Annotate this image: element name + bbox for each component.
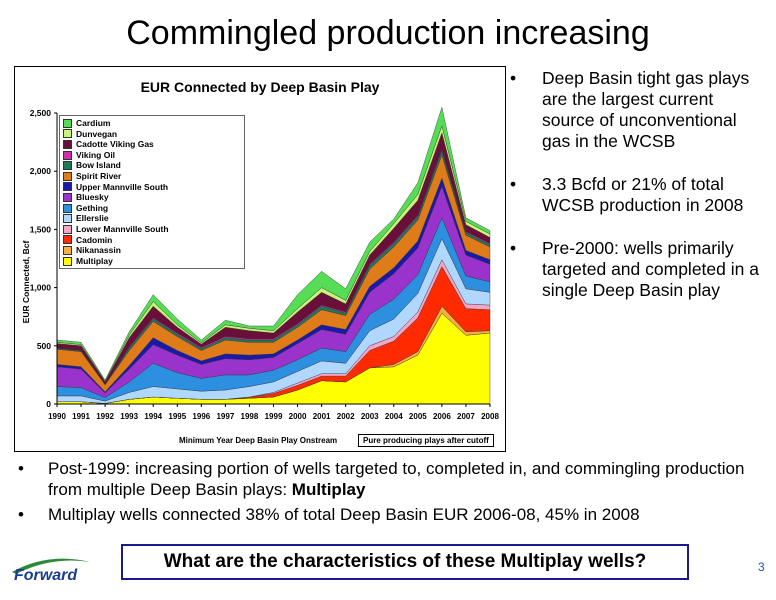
x-tick-label: 2003 bbox=[361, 412, 379, 421]
bullet-bold-text: Multiplay bbox=[291, 480, 366, 499]
legend-label: Bow Island bbox=[76, 160, 121, 171]
right-bullet: • 3.3 Bcfd or 21% of total WCSB producti… bbox=[510, 174, 768, 216]
legend-entry: Cadotte Viking Gas bbox=[63, 139, 241, 150]
chart-note: Pure producing plays after cutoff bbox=[358, 434, 494, 447]
y-tick-label: 500 bbox=[37, 341, 51, 351]
legend-label: Cardium bbox=[76, 118, 111, 128]
x-tick-label: 1996 bbox=[192, 412, 210, 421]
bullet-glyph: • bbox=[510, 68, 517, 88]
legend-entry: Lower Mannville South bbox=[63, 224, 241, 235]
x-tick-label: 1995 bbox=[168, 412, 186, 421]
x-tick-label: 1992 bbox=[96, 412, 114, 421]
chart-title: EUR Connected by Deep Basin Play bbox=[140, 79, 380, 95]
legend-swatch bbox=[63, 214, 72, 224]
legend-entry: Spirit River bbox=[63, 171, 241, 182]
legend-swatch bbox=[63, 245, 72, 255]
bullet-glyph: • bbox=[510, 238, 517, 258]
legend-swatch bbox=[63, 171, 72, 181]
bullet-text: Multiplay wells connected 38% of total D… bbox=[48, 505, 640, 524]
right-bullet-list: • Deep Basin tight gas plays are the lar… bbox=[510, 68, 768, 323]
legend-swatch bbox=[63, 118, 72, 128]
legend-entry: Cadomin bbox=[63, 235, 241, 246]
legend-entry: Gething bbox=[63, 203, 241, 214]
x-tick-label: 1991 bbox=[72, 412, 90, 421]
legend-label: Upper Mannville South bbox=[76, 181, 169, 192]
x-axis-label: Minimum Year Deep Basin Play Onstream bbox=[179, 436, 338, 445]
legend-entry: Dunvegan bbox=[63, 129, 241, 140]
slide-title: Commingled production increasing bbox=[126, 14, 650, 52]
x-tick-label: 2005 bbox=[409, 412, 427, 421]
legend-entry: Viking Oil bbox=[63, 150, 241, 161]
question-box: What are the characteristics of these Mu… bbox=[121, 544, 689, 580]
x-tick-label: 2002 bbox=[337, 412, 355, 421]
legend-swatch bbox=[63, 150, 72, 160]
legend-entry: Ellerslie bbox=[63, 213, 241, 224]
bullet-text: Post-1999: increasing portion of wells t… bbox=[48, 458, 768, 500]
legend-entry: Upper Mannville South bbox=[63, 182, 241, 193]
legend-entry: Cardium bbox=[63, 118, 241, 129]
x-tick-label: 2004 bbox=[385, 412, 403, 421]
legend-label: Lower Mannville South bbox=[76, 223, 169, 234]
bullet-glyph: • bbox=[510, 174, 517, 194]
y-tick-label: 2,000 bbox=[30, 166, 52, 176]
x-tick-label: 2007 bbox=[457, 412, 475, 421]
bullet-glyph: • bbox=[18, 505, 24, 524]
right-bullet: • Pre-2000: wells primarily targeted and… bbox=[510, 238, 768, 301]
eur-stacked-area-chart: 0 500 1,000 1,500 2,000 2,500 1990 1991 1992 1993… bbox=[30, 106, 499, 421]
legend-label: Dunvegan bbox=[76, 128, 118, 139]
bottom-bullet: • Post-1999: increasing portion of wells… bbox=[18, 458, 768, 500]
legend-swatch bbox=[63, 182, 72, 192]
bullet-glyph: • bbox=[18, 459, 24, 478]
legend-entry: Nikanassin bbox=[63, 245, 241, 256]
bullet-plain-text: Post-1999: increasing portion of wells t… bbox=[48, 459, 745, 499]
chart-panel: 0 500 1,000 1,500 2,000 2,500 1990 1991 1992 1993… bbox=[14, 66, 506, 452]
x-tick-label: 1993 bbox=[120, 412, 138, 421]
y-tick-label: 0 bbox=[46, 399, 51, 409]
bottom-bullet-list: • Post-1999: increasing portion of wells… bbox=[18, 458, 768, 529]
y-tick-label: 1,000 bbox=[30, 283, 52, 293]
legend-swatch bbox=[63, 161, 72, 171]
x-tick-label: 2006 bbox=[433, 412, 451, 421]
legend-label: Gething bbox=[76, 202, 109, 213]
bullet-text: Deep Basin tight gas plays are the large… bbox=[542, 68, 750, 151]
bottom-bullet: • Multiplay wells connected 38% of total… bbox=[18, 504, 768, 525]
area-cardium bbox=[56, 106, 491, 382]
legend-entry: Multiplay bbox=[63, 256, 241, 267]
legend-swatch bbox=[63, 224, 72, 234]
legend-swatch bbox=[63, 139, 72, 149]
chart-legend: Cardium Dunvegan Cadotte Viking Gas Viking … bbox=[59, 115, 245, 270]
legend-swatch bbox=[63, 235, 72, 245]
x-tick-label: 1998 bbox=[241, 412, 259, 421]
bullet-text: Pre-2000: wells primarily targeted and c… bbox=[542, 238, 759, 300]
x-tick-label: 1999 bbox=[265, 412, 283, 421]
y-axis-label: EUR Connected, Bcf bbox=[21, 240, 31, 324]
legend-label: Ellerslie bbox=[76, 213, 109, 224]
legend-label: Nikanassin bbox=[76, 245, 121, 256]
legend-label: Multiplay bbox=[76, 255, 113, 266]
legend-entry: Bow Island bbox=[63, 160, 241, 171]
legend-swatch bbox=[63, 129, 72, 139]
x-tick-label: 1990 bbox=[48, 412, 66, 421]
x-tick-label: 1997 bbox=[216, 412, 234, 421]
x-tick-label: 1994 bbox=[144, 412, 162, 421]
y-tick-label: 2,500 bbox=[30, 108, 52, 118]
page-number: 3 bbox=[758, 560, 765, 574]
logo-text: Forward bbox=[14, 567, 78, 584]
legend-swatch bbox=[63, 192, 72, 202]
legend-label: Cadotte Viking Gas bbox=[76, 139, 154, 150]
bullet-text: 3.3 Bcfd or 21% of total WCSB production… bbox=[542, 174, 744, 215]
legend-swatch bbox=[63, 203, 72, 213]
x-tick-label: 2000 bbox=[289, 412, 307, 421]
legend-label: Cadomin bbox=[76, 234, 113, 245]
x-tick-label: 2008 bbox=[481, 412, 499, 421]
legend-swatch bbox=[63, 256, 72, 266]
x-tick-label: 2001 bbox=[313, 412, 331, 421]
legend-label: Viking Oil bbox=[76, 149, 116, 160]
legend-label: Spirit River bbox=[76, 170, 122, 181]
y-tick-label: 1,500 bbox=[30, 224, 52, 234]
legend-label: Bluesky bbox=[76, 192, 109, 203]
legend-entry: Bluesky bbox=[63, 192, 241, 203]
right-bullet: • Deep Basin tight gas plays are the lar… bbox=[510, 68, 768, 152]
forward-logo: Forward bbox=[12, 558, 90, 584]
